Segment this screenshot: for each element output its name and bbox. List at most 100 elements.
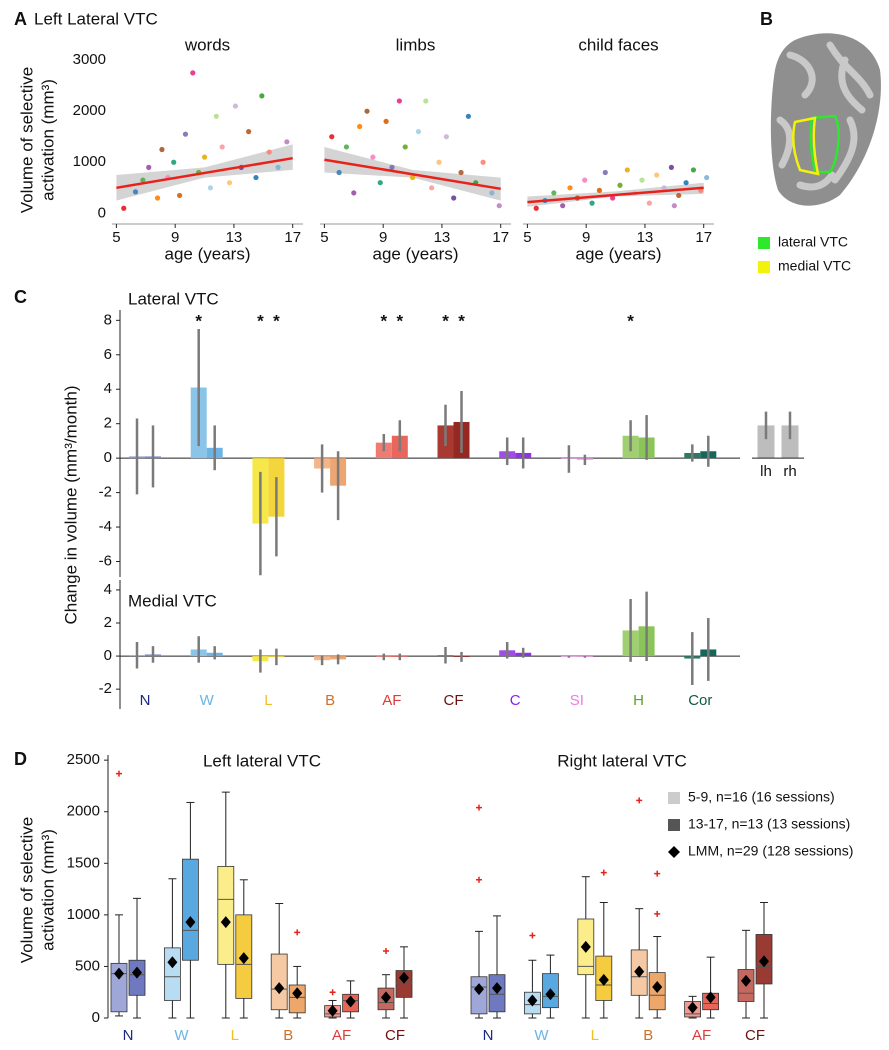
data-point — [121, 206, 126, 211]
data-point — [429, 185, 434, 190]
data-point — [597, 188, 602, 193]
x-tick-label: N — [140, 692, 151, 709]
y-axis-label: Volume of selective — [17, 67, 36, 213]
data-point — [589, 201, 594, 206]
x-tick-label: N — [483, 1027, 494, 1044]
category-label: lh — [760, 463, 772, 480]
panel-title: Medial VTC — [128, 591, 217, 610]
x-tick-label: C — [510, 692, 521, 709]
legend-swatch — [758, 261, 770, 273]
y-tick-label: 4 — [104, 380, 112, 397]
y-axis-label: Volume of selective — [17, 817, 36, 963]
data-point — [683, 180, 688, 185]
legend-label: lateral VTC — [778, 234, 848, 250]
x-tick-label: 9 — [582, 229, 590, 246]
data-point — [551, 190, 556, 195]
legend-label: 13-17, n=13 (13 sessions) — [688, 816, 850, 832]
data-point — [171, 160, 176, 165]
data-point — [676, 193, 681, 198]
panel-label: C — [14, 287, 27, 307]
significance-marker: * — [627, 311, 634, 330]
outlier — [636, 797, 642, 803]
data-point — [344, 144, 349, 149]
y-tick-label: 1500 — [67, 854, 100, 871]
y-tick-label: 1000 — [73, 153, 106, 170]
y-axis-label: Change in volume (mm³/month) — [61, 385, 80, 624]
data-point — [378, 180, 383, 185]
data-point — [190, 70, 195, 75]
data-point — [691, 167, 696, 172]
panel-title: Left Lateral VTC — [34, 9, 158, 28]
y-tick-label: -6 — [99, 552, 112, 569]
x-tick-label: B — [643, 1027, 653, 1044]
outlier — [383, 948, 389, 954]
y-tick-label: 0 — [92, 1009, 100, 1026]
x-tick-label: SI — [570, 692, 584, 709]
panel-title: limbs — [396, 35, 436, 54]
panel-label: D — [14, 749, 27, 769]
significance-marker: * — [396, 311, 403, 330]
x-axis-label: age (years) — [576, 244, 662, 263]
x-tick-label: 13 — [226, 229, 243, 246]
x-tick-label: 9 — [171, 229, 179, 246]
y-tick-label: 2 — [104, 415, 112, 432]
data-point — [647, 201, 652, 206]
data-point — [208, 185, 213, 190]
data-point — [617, 183, 622, 188]
x-tick-label: CF — [385, 1027, 405, 1044]
box — [182, 859, 198, 960]
legend-swatch — [668, 792, 680, 804]
data-point — [416, 129, 421, 134]
data-point — [253, 175, 258, 180]
x-tick-label: 17 — [492, 229, 509, 246]
data-point — [364, 109, 369, 114]
significance-marker: * — [195, 311, 202, 330]
data-point — [183, 132, 188, 137]
significance-marker: * — [273, 311, 280, 330]
data-point — [384, 119, 389, 124]
x-tick-label: AF — [692, 1027, 711, 1044]
y-tick-label: -4 — [99, 518, 112, 535]
data-point — [466, 114, 471, 119]
data-point — [403, 144, 408, 149]
panel-label: B — [760, 9, 773, 29]
data-point — [669, 165, 674, 170]
x-tick-label: N — [123, 1027, 134, 1044]
data-point — [389, 165, 394, 170]
data-point — [275, 165, 280, 170]
data-point — [625, 167, 630, 172]
panel-title: child faces — [578, 35, 658, 54]
data-point — [639, 178, 644, 183]
outlier — [330, 989, 336, 995]
data-point — [357, 124, 362, 129]
x-tick-label: L — [591, 1027, 599, 1044]
data-point — [133, 189, 138, 194]
x-tick-label: CF — [745, 1027, 765, 1044]
data-point — [146, 165, 151, 170]
y-tick-label: 2000 — [67, 803, 100, 820]
brain-image — [771, 33, 881, 205]
panel-title: Lateral VTC — [128, 289, 219, 308]
x-tick-label: W — [174, 1027, 189, 1044]
x-tick-label: 5 — [523, 229, 531, 246]
data-point — [603, 170, 608, 175]
data-point — [567, 185, 572, 190]
data-point — [582, 178, 587, 183]
data-point — [284, 139, 289, 144]
y-tick-label: -2 — [99, 484, 112, 501]
box — [271, 954, 287, 1010]
data-point — [444, 134, 449, 139]
y-tick-label: 2 — [104, 614, 112, 631]
y-axis-label: activation (mm³) — [38, 829, 57, 951]
data-point — [351, 190, 356, 195]
data-point — [451, 195, 456, 200]
data-point — [267, 149, 272, 154]
box — [218, 866, 234, 964]
y-tick-label: -2 — [99, 680, 112, 697]
group-title: Right lateral VTC — [557, 751, 686, 770]
category-label: rh — [783, 463, 796, 480]
data-point — [337, 170, 342, 175]
x-tick-label: B — [283, 1027, 293, 1044]
x-tick-label: 17 — [695, 229, 712, 246]
